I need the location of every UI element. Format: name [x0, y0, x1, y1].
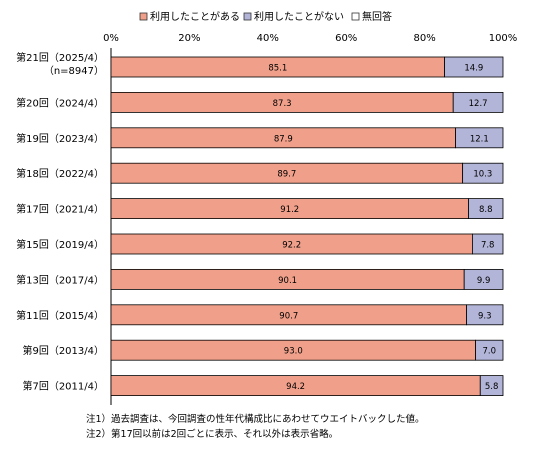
footnote-2: 注2）第17回以前は2回ごとに表示、それ以外は表示省略。	[86, 429, 339, 440]
data-label: 89.7	[277, 170, 296, 180]
x-tick-label: 40%	[257, 33, 279, 44]
data-label: 7.8	[481, 241, 495, 251]
category-label: 第21回（2025/4）	[16, 51, 104, 64]
category-label: 第17回（2021/4）	[16, 203, 104, 216]
data-label: 92.2	[282, 241, 301, 251]
data-label: 87.9	[274, 134, 293, 144]
bar-segment-series-2	[475, 339, 504, 361]
x-tick-label: 60%	[335, 33, 357, 44]
bar-segment-series-2	[479, 375, 504, 397]
legend-label-3: 無回答	[362, 10, 392, 23]
x-tick-label: 80%	[413, 33, 435, 44]
category-label: 第15回（2019/4）	[16, 238, 104, 251]
legend-swatch-1	[139, 12, 148, 21]
bar-segment-series-2	[472, 233, 504, 255]
legend-swatch-3	[351, 12, 360, 21]
data-label: 9.9	[477, 276, 491, 286]
category-label: 第19回（2023/4）	[16, 132, 104, 145]
data-label: 12.7	[469, 99, 488, 109]
bar-segment-series-2	[468, 198, 504, 220]
stacked-bar-chart: 利用したことがある 利用したことがない 無回答 0% 20% 40% 60% 80% 100% 第…	[16, 10, 518, 405]
data-label: 7.0	[483, 347, 497, 357]
x-tick-label: 0%	[103, 33, 119, 44]
x-tick-label: 20%	[178, 33, 200, 44]
data-label: 12.1	[470, 134, 489, 144]
data-label: 8.8	[479, 205, 493, 215]
bar-segment-series-2	[444, 56, 504, 78]
category-label: 第11回（2015/4）	[16, 309, 104, 322]
legend-label-2: 利用したことがない	[254, 10, 344, 23]
category-label: 第13回（2017/4）	[16, 273, 104, 286]
legend-label-1: 利用したことがある	[150, 10, 240, 23]
data-label: 85.1	[268, 64, 287, 74]
legend-swatch-2	[243, 12, 252, 21]
category-label: 第9回（2013/4）	[22, 344, 104, 357]
data-label: 90.1	[278, 276, 297, 286]
category-label: 第18回（2022/4）	[16, 167, 104, 180]
bar-segment-series-2	[455, 127, 504, 149]
category-label: （n=8947）	[44, 65, 104, 77]
category-label: 第20回（2024/4）	[16, 96, 104, 109]
data-label: 9.3	[478, 311, 492, 321]
footnote-1: 注1）過去調査は、今回調査の性年代構成比にあわせてウエイトバックした値。	[86, 414, 425, 425]
data-label: 10.3	[473, 170, 492, 180]
bar-segment-series-2	[463, 268, 504, 290]
category-label: 第7回（2011/4）	[22, 380, 104, 393]
footnotes: 注1）過去調査は、今回調査の性年代構成比にあわせてウエイトバックした値。 注2）…	[86, 412, 425, 442]
data-label: 14.9	[464, 64, 483, 74]
data-label: 91.2	[280, 205, 299, 215]
data-label: 94.2	[286, 382, 305, 392]
x-tick-label: 100%	[489, 33, 518, 44]
bar-segment-series-2	[466, 304, 504, 326]
bar-segment-series-2	[462, 162, 504, 184]
bar-segment-series-2	[452, 92, 504, 113]
data-label: 5.8	[485, 382, 499, 392]
data-label: 90.7	[279, 311, 298, 321]
data-label: 87.3	[273, 99, 292, 109]
data-label: 93.0	[284, 347, 303, 357]
